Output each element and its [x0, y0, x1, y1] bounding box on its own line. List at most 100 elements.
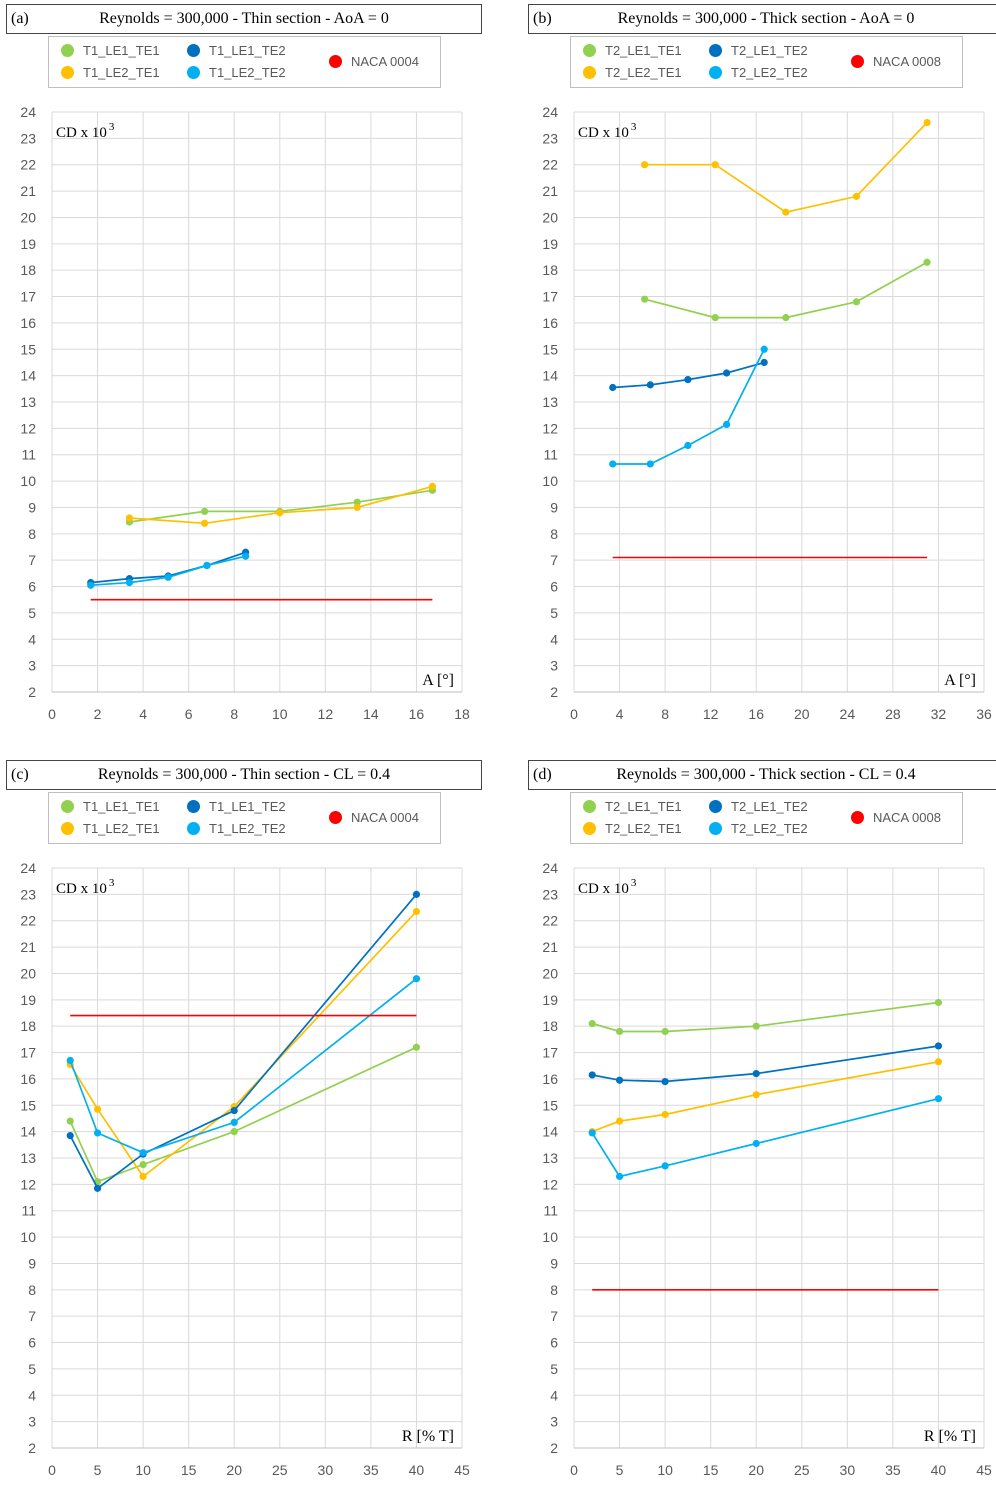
legend-label: T2_LE2_TE1 — [605, 821, 682, 836]
y-tick-label: 24 — [542, 104, 558, 120]
x-axis-label: R [% T] — [402, 1428, 454, 1445]
x-tick-label: 45 — [454, 1462, 470, 1478]
y-tick-label: 2 — [28, 1440, 36, 1456]
chart-title-box: (b) Reynolds = 300,000 - Thick section - … — [528, 4, 996, 34]
legend-label: T1_LE2_TE1 — [83, 65, 160, 80]
data-point — [723, 420, 731, 429]
y-axis-label-exponent: 3 — [631, 121, 637, 133]
y-tick-label: 13 — [20, 1150, 36, 1166]
legend-marker-icon — [187, 44, 200, 57]
x-tick-label: 45 — [976, 1462, 992, 1478]
data-point — [588, 1071, 596, 1079]
chart-panel: (d) Reynolds = 300,000 - Thick section - … — [522, 756, 996, 1496]
legend-item: T2_LE2_TE2 — [709, 821, 808, 836]
data-point — [782, 314, 790, 322]
data-point — [139, 1149, 147, 1157]
y-tick-label: 24 — [542, 860, 558, 876]
y-tick-label: 21 — [542, 183, 558, 199]
y-tick-label: 3 — [28, 658, 36, 674]
series-line-t2_le2_te2 — [591, 1097, 939, 1178]
x-tick-label: 0 — [48, 1462, 56, 1478]
y-tick-label: 17 — [542, 289, 558, 305]
x-axis-label: A [°] — [944, 672, 976, 689]
y-tick-label: 4 — [28, 1387, 36, 1403]
data-point — [641, 295, 649, 303]
data-point — [203, 561, 211, 570]
x-tick-label: 0 — [570, 1462, 578, 1478]
x-tick-label: 15 — [181, 1462, 197, 1478]
chart-title-box: (d) Reynolds = 300,000 - Thick section - … — [528, 760, 996, 790]
x-tick-label: 40 — [409, 1462, 425, 1478]
y-tick-label: 3 — [550, 1414, 558, 1430]
x-tick-label: 15 — [703, 1462, 719, 1478]
y-tick-label: 15 — [542, 1097, 558, 1113]
legend-label: T1_LE2_TE2 — [209, 65, 286, 80]
y-tick-label: 18 — [20, 1018, 36, 1034]
data-point — [934, 1095, 943, 1103]
legend-marker-icon — [709, 44, 722, 57]
y-tick-label: 11 — [21, 1203, 36, 1219]
y-tick-label: 19 — [20, 236, 36, 252]
data-point — [923, 258, 931, 266]
data-point — [615, 1076, 624, 1084]
y-tick-label: 18 — [542, 1018, 558, 1034]
series-line-t2_le1_te2 — [612, 361, 765, 389]
y-tick-label: 17 — [20, 1045, 36, 1061]
y-tick-label: 19 — [542, 992, 558, 1008]
legend: T1_LE1_TE1 T1_LE2_TE1 T1_LE1_TE2 T1_LE2_TE2… — [48, 792, 441, 844]
data-point — [646, 381, 654, 389]
y-tick-label: 13 — [20, 394, 36, 410]
y-tick-label: 11 — [21, 447, 36, 463]
y-tick-label: 6 — [28, 1335, 36, 1351]
plot-area: 0 5 10 15 20 25 30 35 40 452345678910111213141516… — [20, 860, 470, 1478]
data-point — [125, 578, 134, 587]
panel-tag: (c) — [11, 766, 29, 783]
data-point — [139, 1172, 147, 1181]
legend-marker-icon — [329, 811, 342, 824]
y-tick-label: 16 — [542, 1071, 558, 1087]
legend-item: T1_LE2_TE2 — [187, 821, 286, 836]
y-tick-label: 13 — [542, 394, 558, 410]
data-point — [353, 503, 361, 512]
data-point — [752, 1022, 760, 1030]
legend-item: T2_LE1_TE2 — [709, 43, 808, 58]
legend-item: T1_LE1_TE2 — [187, 43, 286, 58]
x-axis-label: A [°] — [422, 672, 454, 689]
data-point — [93, 1129, 102, 1137]
data-point — [646, 460, 654, 468]
data-point — [684, 441, 692, 450]
data-point — [661, 1077, 669, 1086]
panel-tag: (d) — [533, 766, 552, 783]
x-tick-label: 6 — [185, 706, 193, 722]
data-point — [923, 118, 931, 127]
y-tick-label: 14 — [542, 368, 558, 384]
y-tick-label: 8 — [550, 1282, 558, 1298]
legend-marker-icon — [709, 822, 722, 835]
y-tick-label: 7 — [28, 1308, 36, 1324]
data-point — [93, 1184, 102, 1192]
y-tick-label: 15 — [542, 341, 558, 357]
data-point — [353, 498, 361, 506]
y-tick-label: 4 — [550, 631, 558, 647]
data-point — [609, 460, 617, 468]
x-tick-label: 10 — [272, 706, 288, 722]
legend-marker-icon — [709, 800, 722, 813]
data-point — [588, 1129, 596, 1137]
data-point — [66, 1131, 74, 1140]
y-tick-label: 10 — [542, 1229, 558, 1245]
legend-marker-icon — [583, 66, 596, 79]
data-point — [661, 1162, 669, 1170]
legend-item: T1_LE1_TE1 — [61, 43, 160, 58]
legend-label: T1_LE1_TE2 — [209, 43, 286, 58]
y-tick-label: 12 — [20, 1176, 36, 1192]
y-tick-label: 9 — [28, 499, 36, 515]
series-line-t2_le1_te2 — [592, 1045, 939, 1083]
data-point — [752, 1139, 760, 1148]
y-tick-label: 7 — [28, 552, 36, 568]
legend-marker-icon — [583, 44, 596, 57]
legend-marker-icon — [851, 55, 864, 68]
y-tick-label: 14 — [20, 1124, 36, 1140]
x-tick-label: 16 — [748, 706, 764, 722]
legend-item: T1_LE2_TE2 — [187, 65, 286, 80]
x-tick-label: 36 — [976, 706, 992, 722]
